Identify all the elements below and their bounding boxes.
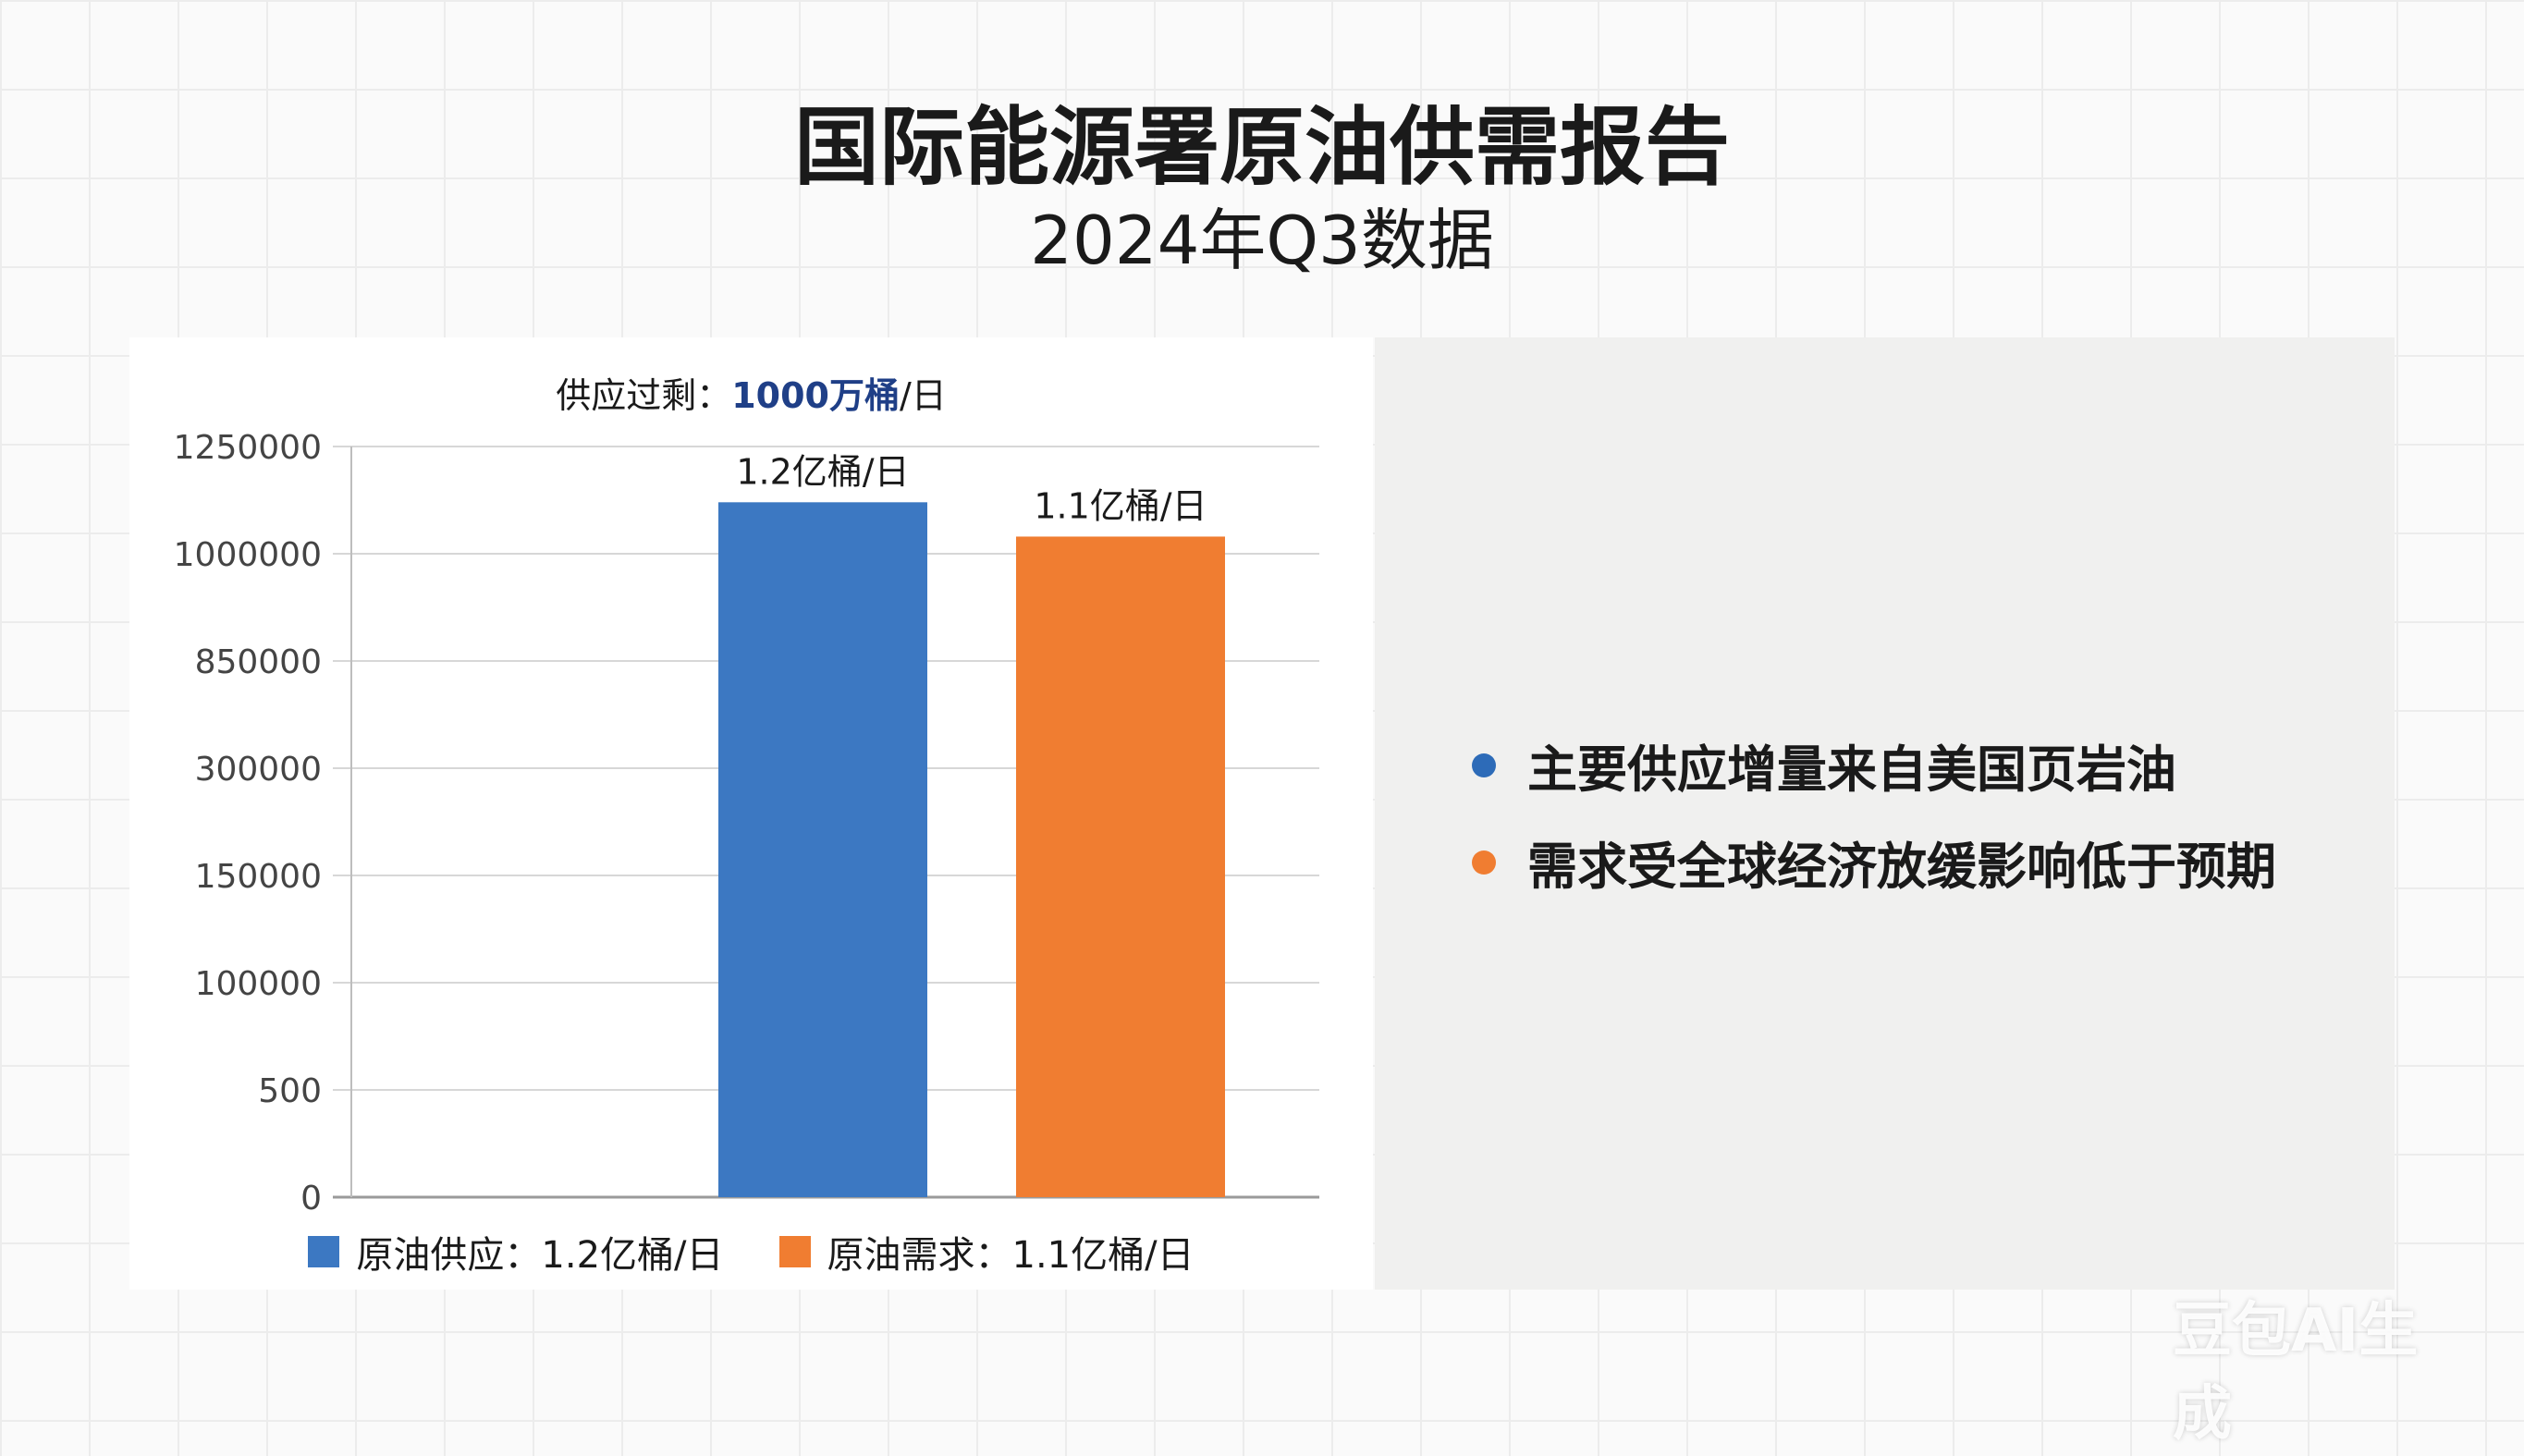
chart-panel: 供应过剩：1000万桶/日 0 500 100000 150000 300000 8500… [129,337,1373,1290]
legend-item-supply: 原油供应：1.2亿桶/日 [308,1225,724,1279]
note-text-supply: 主要供应增量来自美国页岩油 [1527,740,2176,799]
chart-legend: 原油供应：1.2亿桶/日 原油需求：1.1亿桶/日 [129,1225,1373,1279]
y-tick-label: 100000 [195,965,322,1003]
bar-supply [718,502,927,1197]
legend-label-supply: 原油供应：1.2亿桶/日 [356,1234,724,1277]
y-tick-label: 1000000 [174,536,322,574]
y-tick-label: 150000 [195,858,322,896]
y-tick-label: 0 [300,1180,322,1217]
bullet-dot-icon [1472,752,1496,777]
watermark: 豆包AI生成 [2173,1297,2419,1449]
legend-swatch-demand [778,1236,811,1267]
y-tick-label: 850000 [195,643,322,681]
bar-data-label: 1.1亿桶/日 [1034,485,1207,526]
legend-label-demand: 原油需求：1.1亿桶/日 [827,1234,1195,1277]
annotation-highlight: 1000万桶 [731,375,900,416]
bar-data-label: 1.2亿桶/日 [736,451,909,492]
note-supply: 主要供应增量来自美国页岩油 [1472,716,2276,814]
page-subtitle: 2024年Q3数据 [1030,202,1494,279]
legend-swatch-supply [308,1236,340,1267]
page-title: 国际能源署原油供需报告 [793,98,1730,197]
bar-chart: 0 500 100000 150000 300000 850000 1000000 12500… [174,429,1319,1217]
chart-annotation: 供应过剩：1000万桶/日 [129,373,1373,419]
y-tick-label: 1250000 [174,429,322,467]
legend-item-demand: 原油需求：1.1亿桶/日 [778,1225,1195,1279]
note-text-demand: 需求受全球经济放缓影响低于预期 [1527,838,2276,896]
bar-demand [1016,536,1225,1197]
y-tick-label: 500 [258,1072,322,1110]
annotation-suffix: /日 [899,375,947,416]
bullet-dot-icon [1472,850,1496,875]
y-tick-label: 300000 [195,751,322,789]
annotation-prefix: 供应过剩： [556,375,732,416]
note-demand: 需求受全球经济放缓影响低于预期 [1472,814,2276,911]
notes-list: 主要供应增量来自美国页岩油 需求受全球经济放缓影响低于预期 [1472,716,2276,911]
notes-panel: 主要供应增量来自美国页岩油 需求受全球经济放缓影响低于预期 [1375,337,2395,1290]
